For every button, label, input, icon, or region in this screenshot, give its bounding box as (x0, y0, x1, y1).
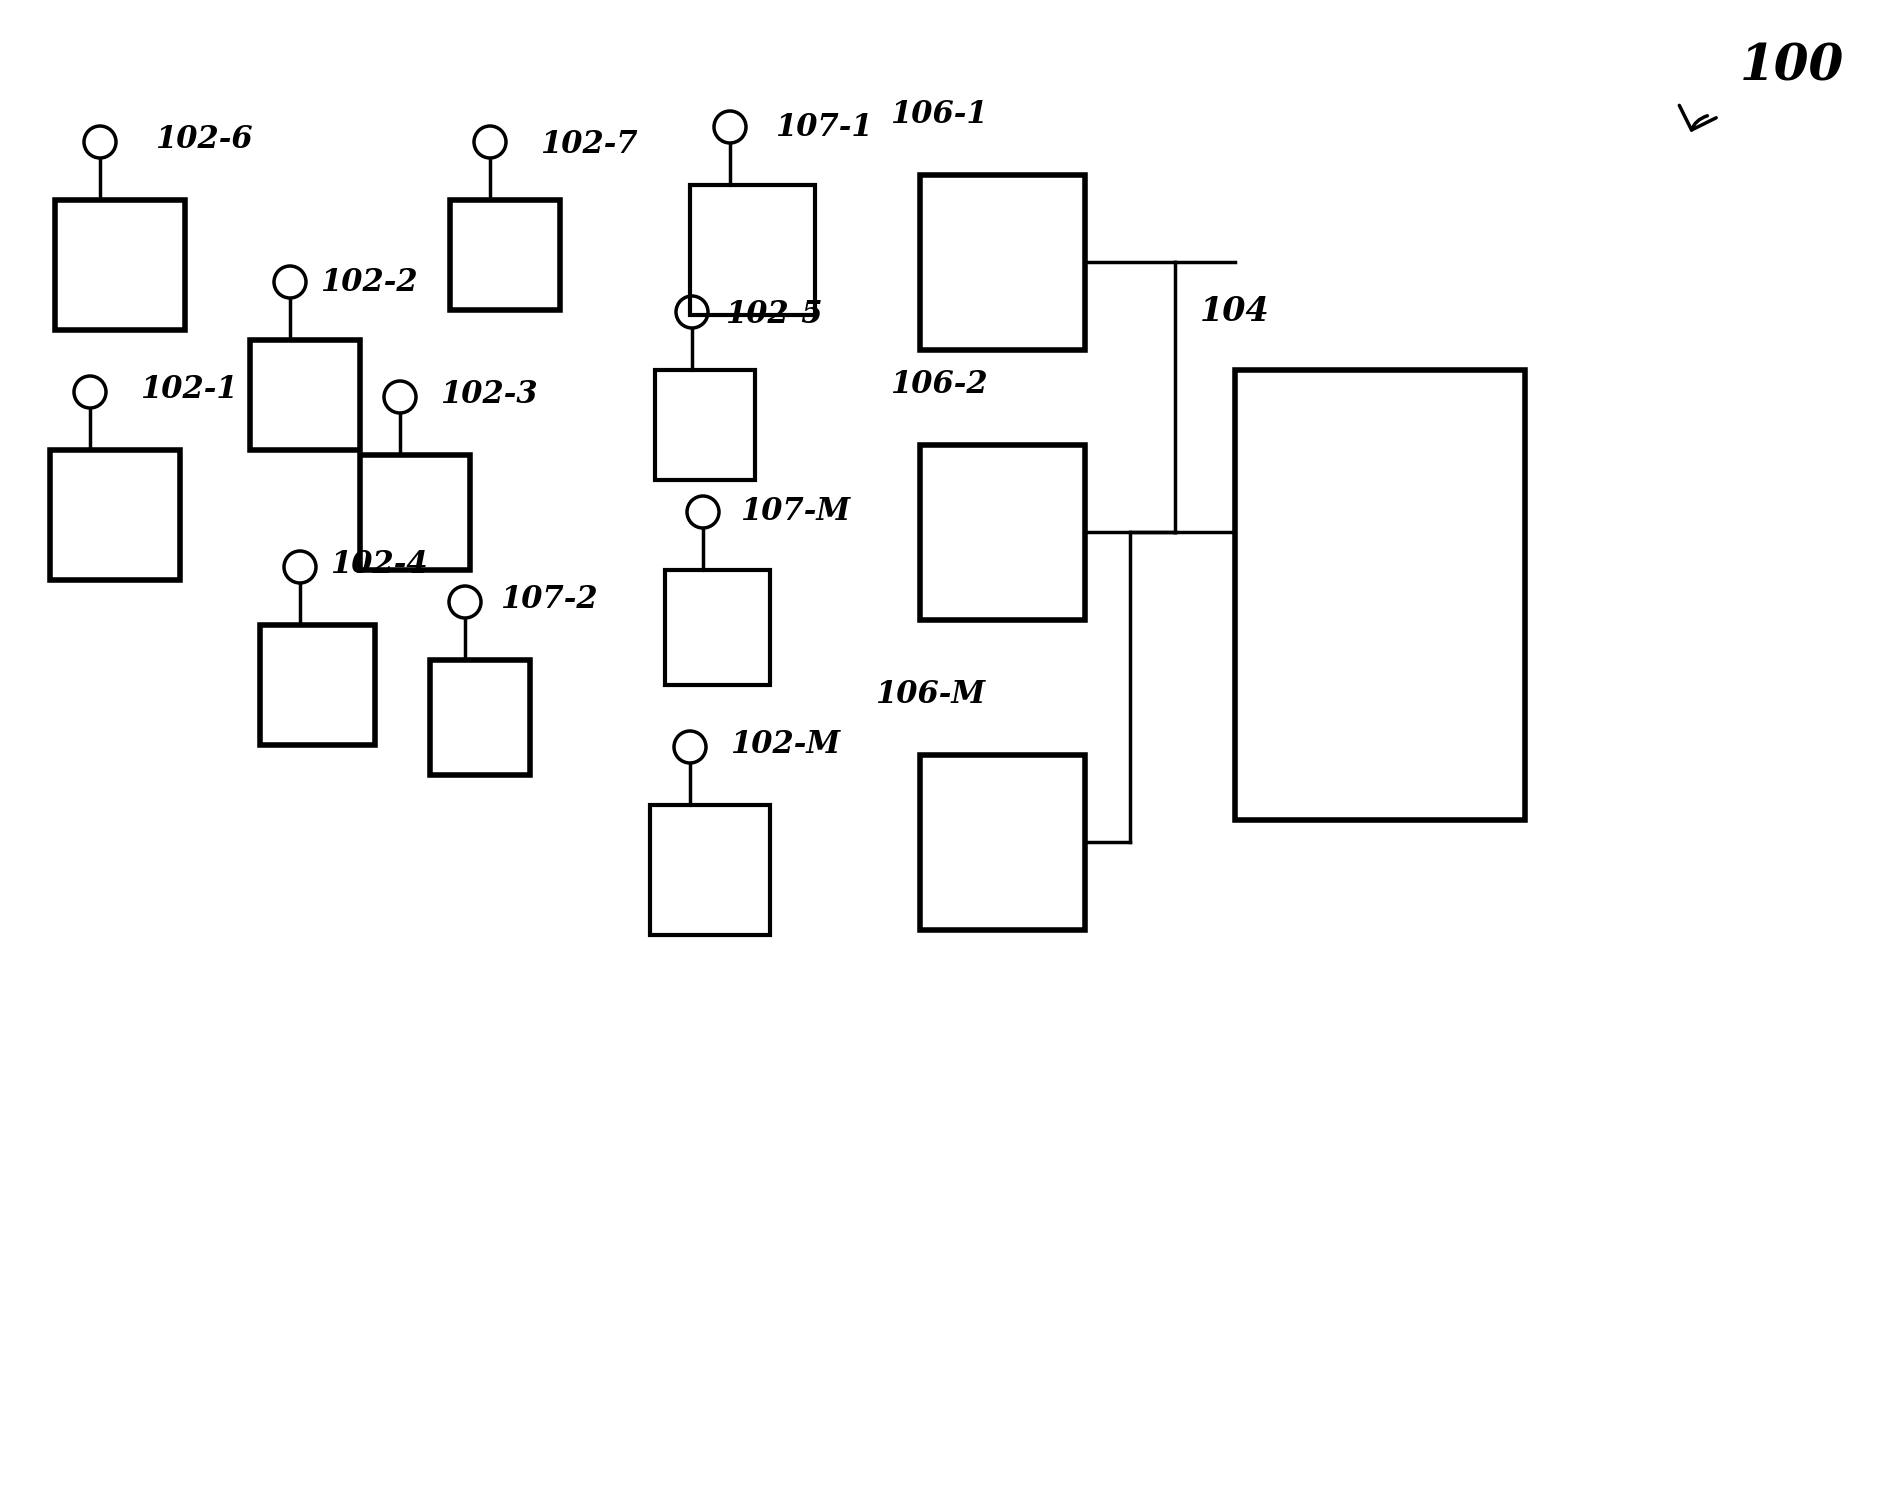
Text: 102-3: 102-3 (439, 379, 538, 411)
Text: 107-M: 107-M (740, 496, 850, 528)
Text: 102-M: 102-M (731, 729, 840, 760)
Text: 107-2: 107-2 (500, 585, 598, 615)
Text: 104: 104 (1200, 295, 1270, 328)
Text: 102-4: 102-4 (329, 549, 428, 580)
Bar (920, 175, 1085, 349)
Bar (920, 445, 1085, 621)
Bar (1234, 370, 1526, 820)
Bar (451, 199, 560, 310)
Bar (250, 340, 360, 450)
Text: 102-5: 102-5 (725, 298, 823, 330)
Text: 107-1: 107-1 (774, 112, 873, 142)
Bar (664, 570, 770, 685)
Text: 106-1: 106-1 (890, 99, 988, 130)
Text: 102-2: 102-2 (320, 267, 418, 298)
Bar (649, 805, 770, 935)
Text: 102-6: 102-6 (155, 124, 252, 154)
Bar (49, 450, 180, 580)
Bar (691, 184, 816, 315)
Bar (360, 456, 469, 570)
Text: 102-1: 102-1 (140, 373, 239, 405)
Bar (55, 199, 186, 330)
Bar (430, 660, 530, 775)
Text: 106-2: 106-2 (890, 369, 988, 400)
Bar (920, 755, 1085, 929)
Bar (655, 370, 755, 480)
Text: 102-7: 102-7 (540, 129, 638, 160)
FancyArrowPatch shape (1679, 105, 1717, 130)
Text: 100: 100 (1740, 42, 1844, 91)
Text: 106-M: 106-M (875, 679, 984, 711)
Bar (259, 625, 375, 745)
